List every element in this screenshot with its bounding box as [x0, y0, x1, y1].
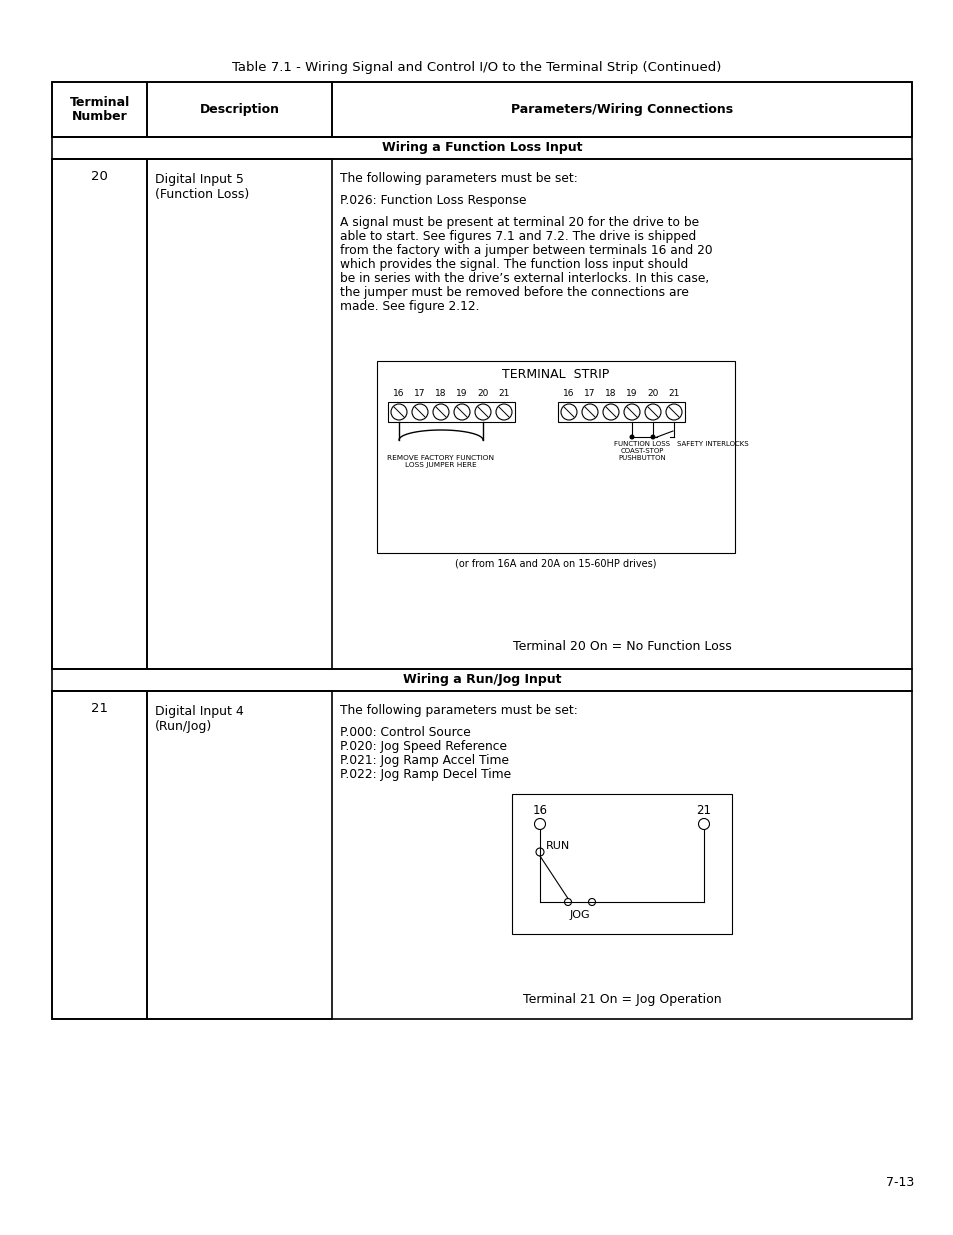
Bar: [52, 82, 147, 137]
Bar: [558, 403, 684, 422]
Text: the jumper must be removed before the connections are: the jumper must be removed before the co…: [339, 287, 688, 299]
Text: from the factory with a jumper between terminals 16 and 20: from the factory with a jumper between t…: [339, 245, 712, 257]
Text: Wiring a Function Loss Input: Wiring a Function Loss Input: [381, 142, 581, 154]
Text: 16: 16: [532, 804, 547, 816]
Text: 18: 18: [435, 389, 446, 399]
Text: 20: 20: [476, 389, 488, 399]
Text: P.000: Control Source: P.000: Control Source: [339, 726, 470, 739]
Circle shape: [651, 435, 654, 438]
Bar: [147, 692, 332, 1019]
Bar: [376, 361, 734, 553]
Text: A signal must be present at terminal 20 for the drive to be: A signal must be present at terminal 20 …: [339, 216, 699, 228]
Text: 20: 20: [647, 389, 658, 399]
Text: Terminal 21 On = Jog Operation: Terminal 21 On = Jog Operation: [522, 993, 720, 1005]
Text: Digital Input 4
(Run/Jog): Digital Input 4 (Run/Jog): [154, 705, 244, 734]
Text: JOG: JOG: [569, 910, 590, 920]
Text: 21: 21: [91, 703, 108, 715]
Bar: [52, 159, 147, 669]
Circle shape: [630, 435, 633, 438]
Text: Description: Description: [199, 103, 279, 116]
Text: 17: 17: [583, 389, 595, 399]
Text: 16: 16: [393, 389, 404, 399]
Text: REMOVE FACTORY FUNCTION
LOSS JUMPER HERE: REMOVE FACTORY FUNCTION LOSS JUMPER HERE: [387, 454, 494, 468]
Text: which provides the signal. The function loss input should: which provides the signal. The function …: [339, 258, 687, 270]
Text: P.022: Jog Ramp Decel Time: P.022: Jog Ramp Decel Time: [339, 768, 511, 781]
Text: 19: 19: [456, 389, 467, 399]
Text: 19: 19: [625, 389, 638, 399]
Bar: [52, 82, 911, 137]
Bar: [388, 403, 515, 422]
Text: Parameters/Wiring Connections: Parameters/Wiring Connections: [511, 103, 732, 116]
Text: 17: 17: [414, 389, 425, 399]
Text: SAFETY INTERLOCKS: SAFETY INTERLOCKS: [677, 441, 748, 447]
Text: Wiring a Run/Jog Input: Wiring a Run/Jog Input: [402, 673, 560, 687]
Text: TERMINAL  STRIP: TERMINAL STRIP: [502, 368, 609, 380]
Text: FUNCTION LOSS
COAST-STOP
PUSHBUTTON: FUNCTION LOSS COAST-STOP PUSHBUTTON: [614, 441, 670, 461]
Text: Table 7.1 - Wiring Signal and Control I/O to the Terminal Strip (Continued): Table 7.1 - Wiring Signal and Control I/…: [233, 62, 720, 74]
Bar: [52, 137, 911, 159]
Bar: [52, 159, 911, 669]
Bar: [512, 794, 731, 934]
Text: able to start. See figures 7.1 and 7.2. The drive is shipped: able to start. See figures 7.1 and 7.2. …: [339, 230, 696, 243]
Text: 21: 21: [668, 389, 679, 399]
Text: 21: 21: [497, 389, 509, 399]
Text: The following parameters must be set:: The following parameters must be set:: [339, 172, 578, 185]
Text: Terminal 20 On = No Function Loss: Terminal 20 On = No Function Loss: [512, 641, 731, 653]
Bar: [332, 82, 911, 137]
Bar: [147, 82, 332, 137]
Text: RUN: RUN: [545, 841, 570, 851]
Text: The following parameters must be set:: The following parameters must be set:: [339, 704, 578, 718]
Text: made. See figure 2.12.: made. See figure 2.12.: [339, 300, 479, 312]
Text: 16: 16: [562, 389, 574, 399]
Text: Terminal
Number: Terminal Number: [70, 95, 130, 124]
Text: 7-13: 7-13: [885, 1177, 913, 1189]
Text: P.021: Jog Ramp Accel Time: P.021: Jog Ramp Accel Time: [339, 755, 509, 767]
Bar: [52, 692, 911, 1019]
Text: 20: 20: [91, 170, 108, 184]
Bar: [147, 159, 332, 669]
Text: P.020: Jog Speed Reference: P.020: Jog Speed Reference: [339, 740, 506, 753]
Text: Digital Input 5
(Function Loss): Digital Input 5 (Function Loss): [154, 173, 249, 201]
Bar: [52, 669, 911, 692]
Text: be in series with the drive’s external interlocks. In this case,: be in series with the drive’s external i…: [339, 272, 708, 285]
Text: 21: 21: [696, 804, 711, 816]
Text: 18: 18: [604, 389, 616, 399]
Bar: [52, 692, 147, 1019]
Text: P.026: Function Loss Response: P.026: Function Loss Response: [339, 194, 526, 207]
Text: (or from 16A and 20A on 15-60HP drives): (or from 16A and 20A on 15-60HP drives): [455, 558, 656, 568]
